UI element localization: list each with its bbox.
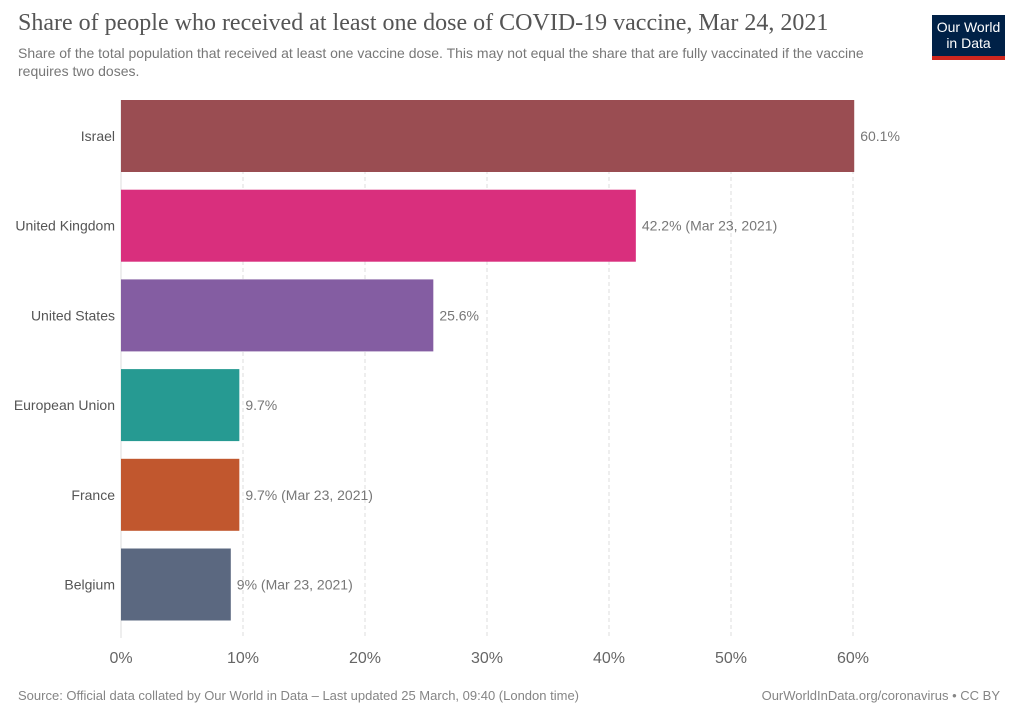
value-label: 25.6% (439, 307, 479, 323)
category-label: France (71, 487, 115, 503)
bar-france (121, 458, 240, 531)
x-tick-label: 50% (715, 650, 747, 667)
chart-subtitle: Share of the total population that recei… (18, 45, 864, 79)
x-tick-label: 30% (471, 650, 503, 667)
x-tick-label: 10% (227, 650, 259, 667)
x-tick-label: 40% (593, 650, 625, 667)
value-label: 9% (Mar 23, 2021) (237, 577, 353, 593)
logo-line-2: in Data (946, 35, 991, 51)
value-label: 42.2% (Mar 23, 2021) (642, 218, 777, 234)
source-note: Source: Official data collated by Our Wo… (18, 688, 579, 703)
category-label: European Union (14, 397, 115, 413)
category-label: Israel (81, 128, 115, 144)
chart-title: Share of people who received at least on… (18, 10, 829, 36)
bar-united-states (121, 279, 434, 352)
x-tick-label: 60% (837, 650, 869, 667)
value-label: 9.7% (245, 397, 277, 413)
category-label: United States (31, 307, 115, 323)
value-label: 9.7% (Mar 23, 2021) (245, 487, 373, 503)
source-link[interactable]: OurWorldInData.org/coronavirus • CC BY (761, 688, 1000, 703)
bar-israel (121, 100, 855, 172)
x-tick-label: 0% (109, 650, 132, 667)
bar-european-union (121, 369, 240, 442)
category-label: Belgium (64, 577, 115, 593)
bar-belgium (121, 548, 231, 621)
category-label: United Kingdom (15, 218, 115, 234)
owid-logo[interactable]: Our World in Data (932, 15, 1005, 60)
bar-united-kingdom (121, 189, 636, 262)
value-label: 60.1% (860, 128, 900, 144)
logo-line-1: Our World (936, 19, 1001, 35)
x-tick-label: 20% (349, 650, 381, 667)
